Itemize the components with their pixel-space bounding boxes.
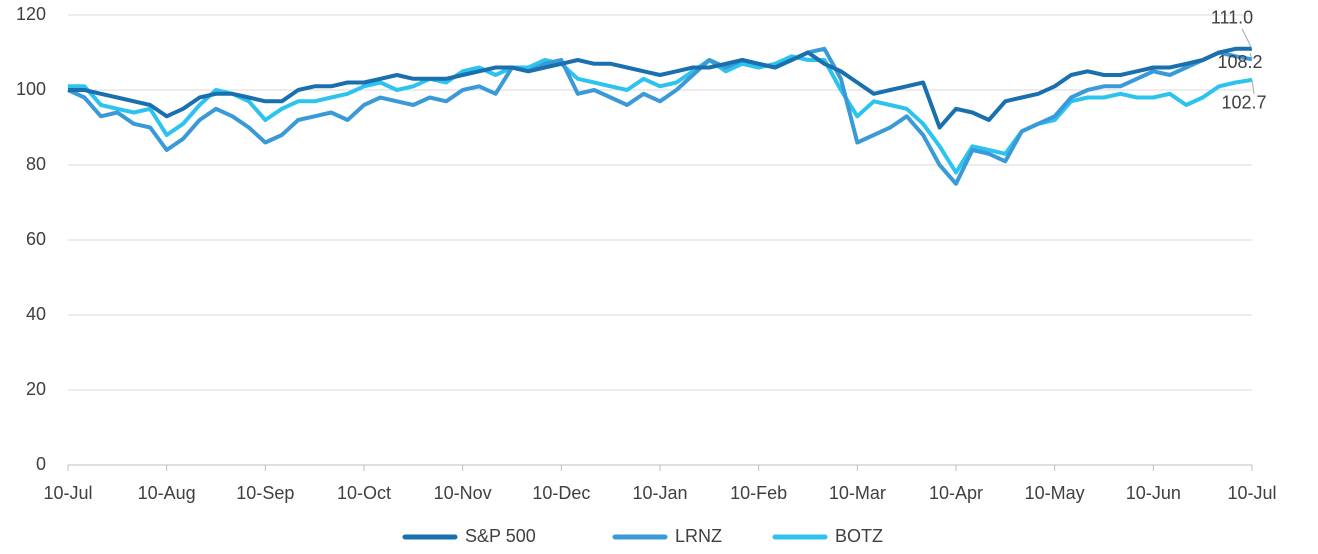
- x-tick-label: 10-Apr: [929, 483, 983, 503]
- y-tick-label: 80: [26, 154, 46, 174]
- y-tick-label: 40: [26, 304, 46, 324]
- x-tick-label: 10-Mar: [829, 483, 886, 503]
- x-tick-label: 10-Jul: [1227, 483, 1276, 503]
- leader-line: [1251, 79, 1255, 94]
- y-tick-label: 20: [26, 379, 46, 399]
- data-label: 102.7: [1221, 93, 1266, 113]
- x-tick-label: 10-Jul: [43, 483, 92, 503]
- x-tick-label: 10-Jun: [1126, 483, 1181, 503]
- data-label: 108.2: [1217, 52, 1262, 72]
- legend-label: BOTZ: [835, 526, 883, 546]
- y-tick-label: 100: [16, 79, 46, 99]
- data-label: 111.0: [1211, 8, 1253, 28]
- x-tick-label: 10-Oct: [337, 483, 391, 503]
- y-tick-label: 120: [16, 4, 46, 24]
- x-tick-label: 10-Aug: [138, 483, 196, 503]
- series-line: [68, 54, 1253, 175]
- x-tick-label: 10-Sep: [236, 483, 294, 503]
- x-tick-label: 10-Feb: [730, 483, 787, 503]
- leader-line: [1249, 53, 1253, 60]
- x-tick-label: 10-Jan: [632, 483, 687, 503]
- y-tick-label: 0: [36, 454, 46, 474]
- x-tick-label: 10-May: [1025, 483, 1085, 503]
- y-tick-label: 60: [26, 229, 46, 249]
- x-tick-label: 10-Nov: [434, 483, 492, 503]
- leader-line: [1241, 28, 1253, 49]
- x-tick-label: 10-Dec: [532, 483, 590, 503]
- legend-label: LRNZ: [675, 526, 722, 546]
- series-line: [67, 46, 1253, 186]
- legend-label: S&P 500: [465, 526, 536, 546]
- series-line: [68, 46, 1252, 130]
